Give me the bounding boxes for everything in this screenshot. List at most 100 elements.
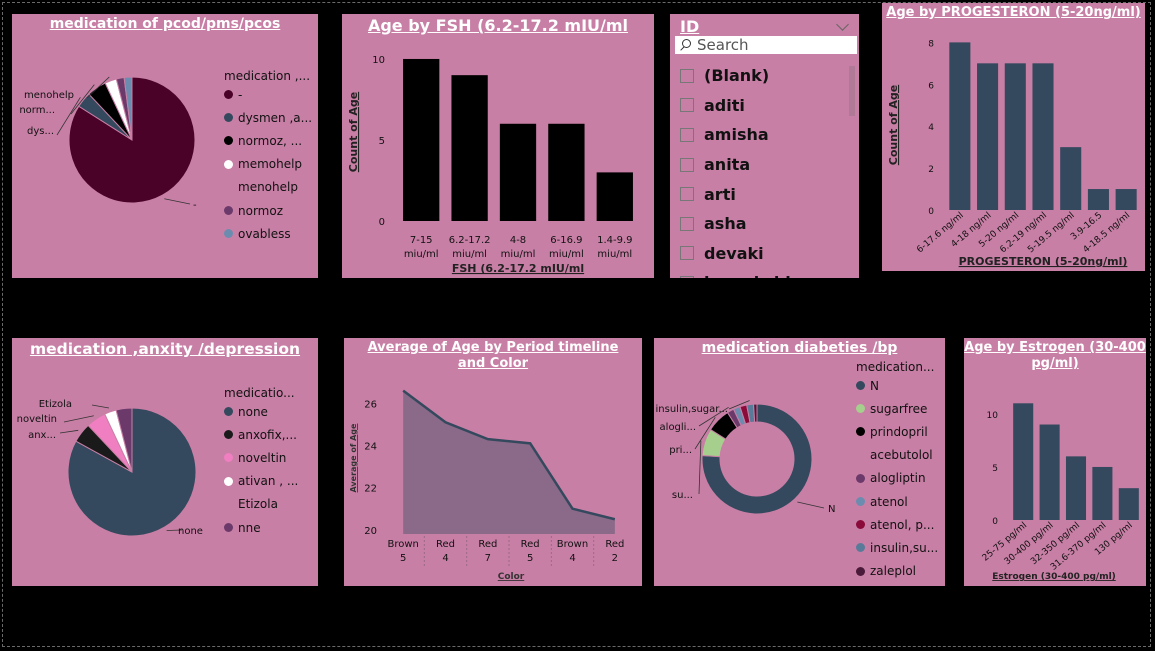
bar[interactable] xyxy=(403,58,440,221)
legend-item[interactable]: zaleplol xyxy=(856,560,938,583)
bar[interactable] xyxy=(949,42,971,210)
legend-item[interactable]: normoz, ... xyxy=(224,129,312,152)
checkbox[interactable] xyxy=(680,216,694,231)
pie-slice[interactable] xyxy=(753,403,758,423)
legend-item[interactable]: acebutolol xyxy=(856,444,938,467)
y-tick-label: 8 xyxy=(928,39,934,49)
legend-marker xyxy=(224,206,233,216)
pie-slice[interactable] xyxy=(701,403,813,515)
legend-item[interactable]: atenol, p... xyxy=(856,513,938,536)
legend-item[interactable]: dysmen ,a... xyxy=(224,106,312,129)
slicer-item[interactable]: anita xyxy=(680,150,791,180)
estrogen-panel[interactable]: Age by Estrogen (30-400 pg/ml) 0 5 10 25-75… xyxy=(964,338,1146,586)
legend-item[interactable]: none xyxy=(224,400,298,423)
fsh-bar-chart[interactable]: 0 5 10 7-15 miu/ml 6.2-17.2 miu/ml 4-8 miu/ml 6-1… xyxy=(342,14,654,278)
checkbox[interactable] xyxy=(680,246,694,261)
legend-item[interactable]: sugarfree xyxy=(856,397,938,420)
bar[interactable] xyxy=(1092,466,1113,520)
y-tick-label: 22 xyxy=(364,484,377,495)
legend-item[interactable]: atenol xyxy=(856,490,938,513)
legend-item[interactable]: ativan , ... xyxy=(224,470,298,493)
x-tick-label: Red xyxy=(478,539,497,550)
slicer-list: (Blank) aditi amisha anita arti asha devaki hem… xyxy=(680,61,791,278)
search-input[interactable]: Search xyxy=(675,36,857,54)
bar[interactable] xyxy=(1065,456,1087,520)
panel-title: Age by Estrogen (30-400 pg/ml) xyxy=(964,340,1146,371)
slicer-item[interactable]: hemakshi xyxy=(680,268,791,278)
bar[interactable] xyxy=(1004,63,1026,211)
legend-marker xyxy=(224,113,233,123)
slicer-item[interactable]: arti xyxy=(680,179,791,209)
fsh-panel[interactable]: Age by FSH (6.2-17.2 mIU/ml 0 5 10 7-15 miu/… xyxy=(342,14,654,278)
scrollbar[interactable] xyxy=(849,66,855,116)
legend-title: medicatio... xyxy=(224,386,295,400)
anxiety-pie-chart[interactable]: none anx... noveltin Etizola xyxy=(12,338,318,586)
callout-line xyxy=(56,97,81,136)
slicer-item[interactable]: asha xyxy=(680,209,791,239)
legend-item[interactable]: noveltin xyxy=(224,446,298,469)
legend-item[interactable]: - xyxy=(224,83,312,106)
bar[interactable] xyxy=(1013,403,1034,520)
anxiety-medication-panel[interactable]: medication ,anxity /depression none anx..… xyxy=(12,338,318,586)
checkbox[interactable] xyxy=(680,187,694,202)
slicer-item[interactable]: aditi xyxy=(680,91,791,121)
y-tick-label: 20 xyxy=(364,526,377,537)
pcod-medication-panel[interactable]: medication of pcod/pms/pcos - dys... norm.… xyxy=(12,14,318,278)
legend-item[interactable]: alogliptin xyxy=(856,467,938,490)
progesteron-panel[interactable]: Age by PROGESTERON (5-20ng/ml) 0 2 4 6 8 6-17… xyxy=(882,3,1145,271)
legend-item[interactable]: ovabless xyxy=(224,222,312,245)
bar[interactable] xyxy=(499,123,537,221)
chevron-down-icon[interactable] xyxy=(836,18,849,31)
checkbox[interactable] xyxy=(680,127,694,142)
period-area-chart[interactable]: 20 22 24 26 Brown 5 Red 4 Red 7 Red 5 Brown 4 Red 2 Colo… xyxy=(344,338,642,586)
period-timeline-panel[interactable]: Average of Age by Period timeline and Co… xyxy=(344,338,642,586)
legend-item[interactable]: memohelp xyxy=(224,153,312,176)
id-slicer[interactable]: ID Search (Blank) aditi amisha anita arti ash… xyxy=(670,14,859,278)
diabetes-donut-chart[interactable]: Nsu... pri... alogli... insulin,sugar... xyxy=(654,338,945,586)
x-tick-label: 6-17.6 ng/ml xyxy=(915,211,966,256)
y-tick-label: 5 xyxy=(992,464,998,474)
bar[interactable] xyxy=(1115,189,1137,210)
legend-item[interactable]: menohelp xyxy=(224,176,312,199)
legend-label: none xyxy=(238,404,268,419)
bar[interactable] xyxy=(1039,424,1060,520)
pcod-pie-chart[interactable]: - dys... norm... menohelp xyxy=(12,14,318,278)
checkbox[interactable] xyxy=(680,98,694,113)
legend-item[interactable]: nne xyxy=(224,516,298,539)
legend-marker xyxy=(224,430,233,440)
bar[interactable] xyxy=(1118,488,1139,520)
legend-item[interactable]: insulin,su... xyxy=(856,536,938,559)
pie-slice[interactable] xyxy=(67,407,197,537)
bar[interactable] xyxy=(451,75,488,221)
slicer-item[interactable]: (Blank) xyxy=(680,61,791,91)
checkbox[interactable] xyxy=(680,157,694,172)
legend-item[interactable]: anxofix,... xyxy=(224,423,298,446)
checkbox[interactable] xyxy=(680,275,694,278)
legend-label: atenol xyxy=(870,494,908,509)
pie-slice[interactable] xyxy=(123,76,133,141)
pie-slice[interactable] xyxy=(115,407,133,473)
x-tick-label: 1.4-9.9 xyxy=(597,235,632,246)
legend-item[interactable]: Etizola xyxy=(224,493,298,516)
slicer-item[interactable]: amisha xyxy=(680,120,791,150)
callout-line xyxy=(63,415,94,423)
legend-title: medication ,... xyxy=(224,69,311,83)
checkbox[interactable] xyxy=(680,68,694,83)
bar[interactable] xyxy=(548,123,585,221)
bar[interactable] xyxy=(977,63,999,211)
slicer-item[interactable]: devaki xyxy=(680,239,791,269)
legend-item[interactable]: N xyxy=(856,374,938,397)
legend-marker xyxy=(856,451,865,460)
bar[interactable] xyxy=(1060,147,1082,210)
callout-line xyxy=(728,400,750,410)
legend-item[interactable]: prindopril xyxy=(856,420,938,443)
callout-label: pri... xyxy=(669,445,692,456)
legend-item[interactable]: normoz xyxy=(224,199,312,222)
bar[interactable] xyxy=(1032,63,1054,211)
bar[interactable] xyxy=(1087,189,1109,210)
x-tick-label: miu/ml xyxy=(501,249,536,260)
bar[interactable] xyxy=(596,172,633,221)
